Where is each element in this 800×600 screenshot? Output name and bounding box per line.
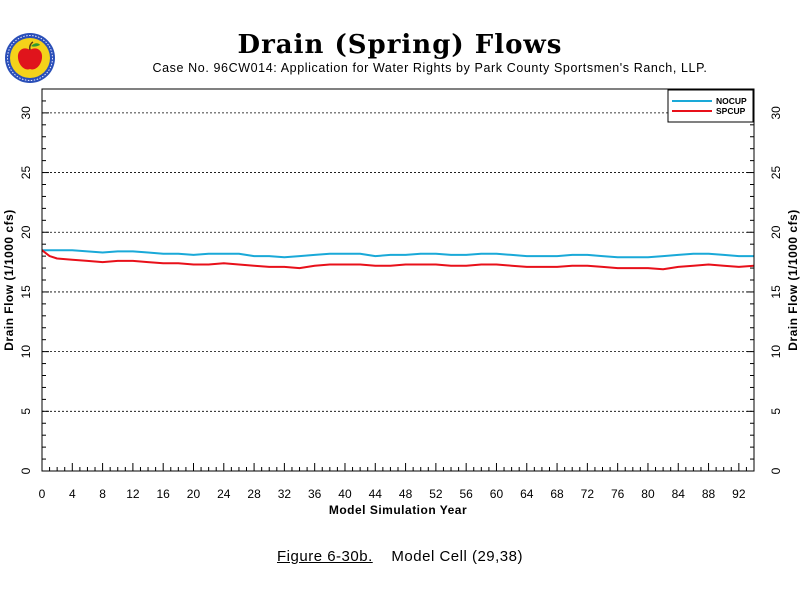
series-line-spcup: [41, 249, 755, 271]
y-tick-label-right: 20: [769, 225, 783, 239]
x-tick-label: 20: [187, 487, 201, 501]
chart-subtitle: Case No. 96CW014: Application for Water …: [152, 61, 708, 75]
figure-caption: Figure 6-30b. Model Cell (29,38): [0, 548, 800, 565]
x-tick-label: 44: [369, 487, 383, 501]
x-tick-label: 56: [459, 487, 473, 501]
plot-frame: [41, 88, 755, 472]
y-tick-label-right: 30: [769, 106, 783, 120]
x-tick-label: 52: [429, 487, 443, 501]
figure-number: Figure 6-30b.: [277, 548, 373, 565]
y-axis-right-tick-labels: 0 5 10 15 20 25 30: [769, 106, 783, 474]
x-tick-label: 28: [247, 487, 261, 501]
legend: NOCUP SPCUP: [667, 89, 754, 123]
y-axis-title-left: Drain Flow (1/1000 cfs): [2, 209, 16, 351]
apple-leaf-icon: [31, 43, 40, 47]
series-layer: [41, 249, 755, 271]
y-tick-label-right: 25: [769, 166, 783, 180]
x-tick-label: 72: [581, 487, 595, 501]
minor-ticks: [41, 88, 755, 472]
y-axis-title-right: Drain Flow (1/1000 cfs): [786, 209, 800, 351]
x-tick-label: 60: [490, 487, 504, 501]
y-tick-label-right: 5: [769, 408, 783, 415]
y-tick-label-left: 15: [19, 285, 33, 299]
x-axis-title: Model Simulation Year: [329, 503, 467, 517]
logo-apple-seal: [5, 33, 55, 83]
x-tick-label: 12: [126, 487, 140, 501]
x-tick-label: 8: [99, 487, 106, 501]
x-tick-label: 68: [550, 487, 564, 501]
legend-box: [667, 89, 754, 123]
x-tick-label: 36: [308, 487, 322, 501]
seal-text-ring: [7, 35, 53, 81]
chart-title: Drain (Spring) Flows: [237, 30, 563, 60]
y-tick-label-left: 10: [19, 345, 33, 359]
x-tick-label: 32: [278, 487, 292, 501]
y-axis-left-tick-labels: 0 5 10 15 20 25 30: [19, 106, 33, 474]
x-tick-label: 4: [69, 487, 76, 501]
y-tick-label-left: 20: [19, 225, 33, 239]
legend-label-spcup: SPCUP: [716, 106, 746, 116]
x-tick-label: 88: [702, 487, 716, 501]
x-tick-label: 80: [641, 487, 655, 501]
y-tick-label-right: 10: [769, 345, 783, 359]
y-tick-label-left: 30: [19, 106, 33, 120]
y-tick-label-right: 15: [769, 285, 783, 299]
x-tick-label: 16: [157, 487, 171, 501]
figure-cell: Model Cell (29,38): [391, 548, 523, 565]
x-tick-label: 48: [399, 487, 413, 501]
x-tick-label: 40: [338, 487, 352, 501]
x-tick-label: 0: [39, 487, 46, 501]
legend-label-nocup: NOCUP: [716, 96, 747, 106]
apple-stem-icon: [29, 41, 34, 51]
y-tick-label-left: 0: [19, 467, 33, 474]
x-tick-label: 84: [672, 487, 686, 501]
x-axis-tick-labels: 0 4 8 12 16 20 24 28 32 36 40 44 48 52 56 60 64 68 72 76 80 8…: [39, 487, 746, 501]
x-tick-label: 92: [732, 487, 746, 501]
y-tick-label-right: 0: [769, 467, 783, 474]
grid-lines: [42, 112, 754, 412]
apple-icon: [17, 48, 43, 70]
y-tick-label-left: 25: [19, 166, 33, 180]
x-tick-label: 76: [611, 487, 625, 501]
y-tick-label-left: 5: [19, 408, 33, 415]
series-line-nocup: [42, 249, 754, 259]
x-tick-label: 64: [520, 487, 534, 501]
x-tick-label: 24: [217, 487, 231, 501]
